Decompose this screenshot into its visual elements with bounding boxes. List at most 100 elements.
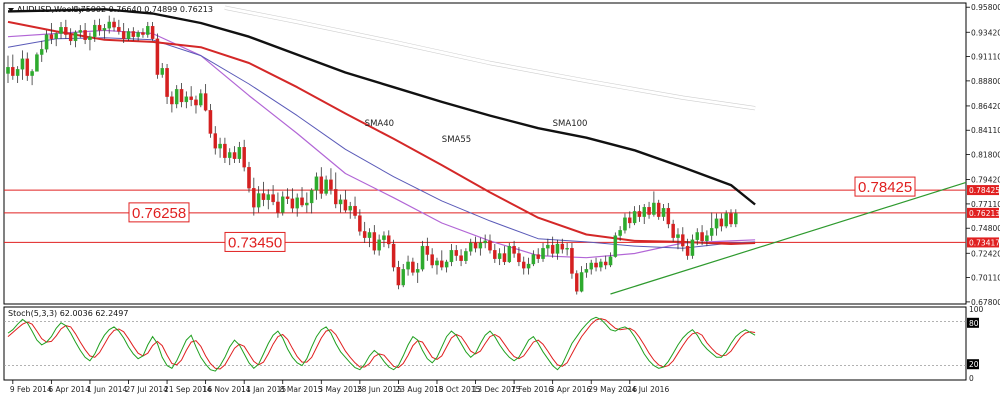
candle-body bbox=[454, 250, 459, 256]
candle-body bbox=[411, 261, 415, 273]
time-tick-label: 29 May 2016 bbox=[588, 385, 637, 394]
candle-body bbox=[35, 54, 39, 72]
candle-body bbox=[324, 179, 328, 194]
candle bbox=[64, 19, 68, 39]
price-pane[interactable]: SMA40 SMA55 SMA100 0.78425 0.76258 0.73450 A… bbox=[3, 2, 967, 305]
time-tick-label: 21 Sep 2014 bbox=[164, 385, 212, 394]
candle-body bbox=[603, 261, 608, 266]
candle bbox=[367, 228, 372, 248]
candle-body bbox=[353, 205, 357, 216]
candle-body bbox=[440, 260, 444, 268]
candle bbox=[334, 172, 338, 209]
candle-body bbox=[290, 198, 295, 209]
candle bbox=[6, 55, 10, 83]
candle bbox=[642, 204, 646, 225]
candle-body bbox=[468, 242, 473, 252]
time-tick-label: 6 Apr 2014 bbox=[48, 385, 90, 394]
candle-body bbox=[78, 30, 83, 33]
candle bbox=[690, 234, 695, 259]
candle bbox=[232, 146, 237, 163]
candle bbox=[141, 28, 145, 38]
candle bbox=[372, 225, 377, 255]
chart-menu-triangle-icon[interactable] bbox=[8, 8, 14, 12]
candle bbox=[656, 199, 661, 220]
level-label-text: 0.78425 bbox=[858, 179, 912, 196]
time-tick-label: 7 Feb 2016 bbox=[511, 385, 553, 394]
sma100-line bbox=[7, 20, 756, 245]
candle-body bbox=[44, 34, 49, 50]
price-tick-label: 0.88800 bbox=[971, 77, 1000, 86]
candle-body bbox=[608, 256, 613, 266]
candle-body bbox=[208, 110, 213, 134]
candle-body bbox=[189, 96, 193, 100]
level-label-frame bbox=[224, 231, 286, 252]
candle bbox=[223, 137, 227, 163]
candle bbox=[709, 212, 714, 241]
candle-body bbox=[705, 235, 709, 242]
candle bbox=[729, 209, 733, 228]
candle bbox=[734, 209, 738, 228]
candle-body bbox=[497, 253, 502, 259]
candle bbox=[435, 257, 439, 275]
trendline-layer bbox=[610, 181, 967, 295]
candle-body bbox=[488, 240, 492, 251]
candle-body bbox=[681, 234, 685, 247]
candle-body bbox=[464, 251, 468, 261]
candle-body bbox=[160, 68, 164, 75]
candle bbox=[512, 240, 516, 258]
candle-body bbox=[6, 67, 10, 74]
candle-body bbox=[276, 201, 280, 213]
candle-body bbox=[637, 211, 642, 217]
candle-body bbox=[285, 196, 290, 199]
candle-body bbox=[647, 207, 651, 215]
candle bbox=[35, 52, 39, 72]
candle-body bbox=[632, 211, 637, 224]
price-axis[interactable]: 0.95800 0.93420 0.91110 0.88800 0.86420 0.841… bbox=[966, 3, 1000, 307]
candle-body bbox=[93, 24, 97, 37]
candle bbox=[546, 238, 550, 256]
candle bbox=[637, 205, 642, 222]
stoch-signal-line bbox=[7, 318, 756, 370]
candle bbox=[493, 244, 497, 263]
candle bbox=[555, 239, 560, 260]
candle-body bbox=[184, 96, 189, 103]
candle-body bbox=[367, 232, 372, 238]
candle-body bbox=[174, 89, 179, 105]
candle bbox=[136, 30, 140, 41]
candle-body bbox=[295, 197, 299, 209]
candle-body bbox=[709, 228, 714, 236]
candle bbox=[652, 191, 656, 217]
stoch-label: Stoch(5,3,3) 62.0036 62.2497 bbox=[8, 309, 128, 318]
candle bbox=[348, 201, 352, 219]
candle-body bbox=[102, 28, 107, 31]
candle bbox=[329, 168, 333, 195]
candle bbox=[502, 246, 507, 266]
candle bbox=[213, 126, 218, 155]
candle bbox=[266, 189, 271, 210]
candle-body bbox=[54, 33, 58, 39]
candle bbox=[276, 192, 280, 218]
candle-body bbox=[652, 202, 656, 215]
candle bbox=[25, 52, 30, 81]
level-label-frame bbox=[128, 202, 190, 223]
candle-body bbox=[300, 197, 304, 206]
candle bbox=[11, 54, 15, 80]
stoch-tick-label: 100 bbox=[969, 305, 984, 314]
candle bbox=[194, 95, 198, 114]
ma-label: SMA40 bbox=[365, 119, 394, 129]
candle-body bbox=[73, 32, 78, 42]
time-tick-label: 3 May 2015 bbox=[318, 385, 362, 394]
candle bbox=[531, 250, 536, 267]
candle-body bbox=[247, 167, 251, 189]
candle bbox=[705, 230, 709, 247]
candle bbox=[454, 245, 459, 261]
candle-body bbox=[387, 235, 391, 245]
stochastic-axis: 100 80 20 0 bbox=[967, 305, 984, 383]
stochastic-pane[interactable]: Stoch(5,3,3) 62.0036 62.2497 bbox=[3, 306, 967, 381]
level-label-frame bbox=[854, 176, 916, 197]
time-tick-label: 11 Jan 2015 bbox=[241, 385, 286, 394]
candle-body bbox=[444, 261, 449, 268]
price-tick-label: 0.72420 bbox=[971, 249, 1000, 258]
